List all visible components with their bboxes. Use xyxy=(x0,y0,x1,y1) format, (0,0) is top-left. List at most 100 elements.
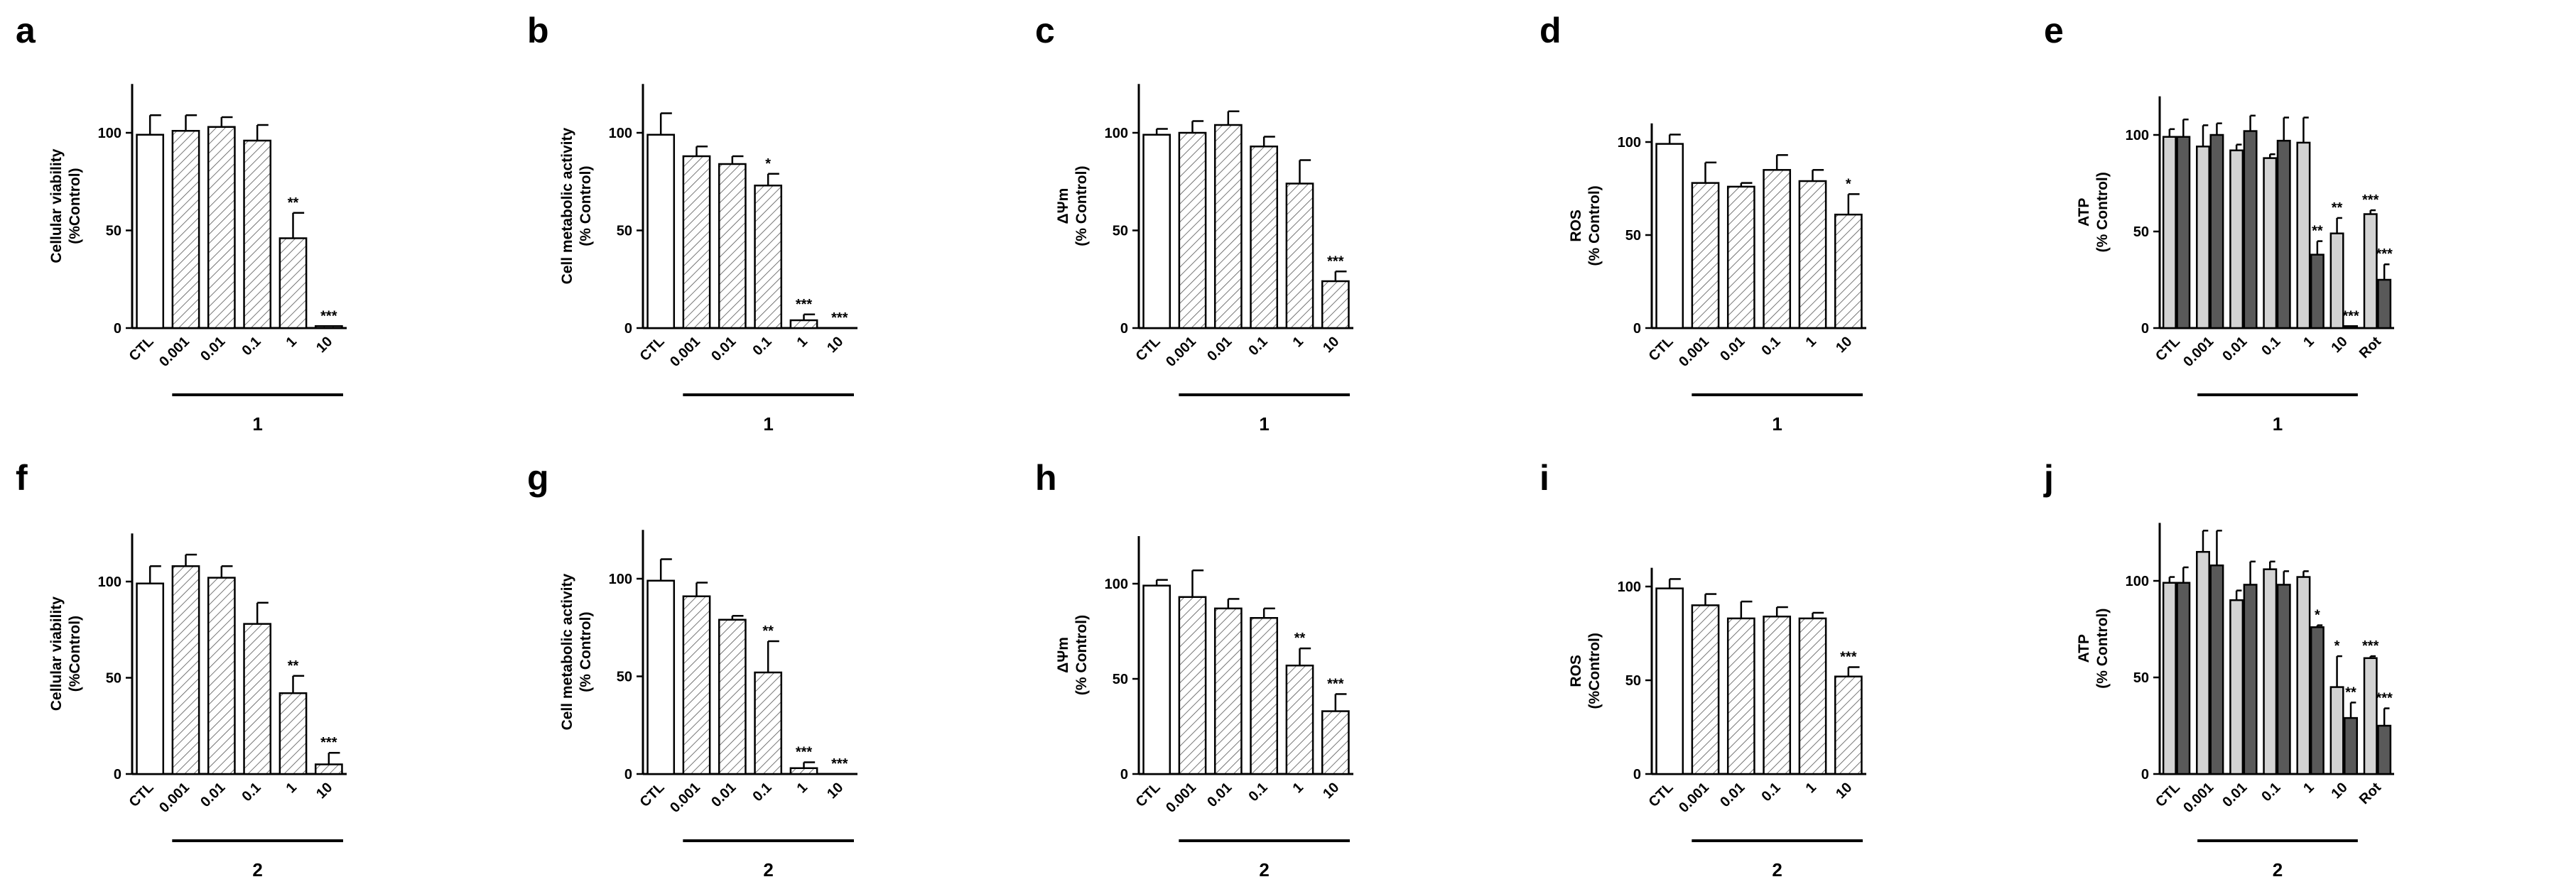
y-tick-label-g-100: 100 xyxy=(609,572,632,587)
bar-e-dark-1 xyxy=(2209,133,2224,329)
x-tick-label-a-0: CTL xyxy=(126,334,157,364)
bar-b-4-significance: *** xyxy=(796,297,813,312)
x-tick-label-g-3: 0.1 xyxy=(749,780,774,805)
bar-j-light-3 xyxy=(2263,568,2278,775)
compound-label-b: 1 xyxy=(763,413,773,435)
bar-g-5-significance: *** xyxy=(831,756,848,772)
x-tick-label-b-2: 0.01 xyxy=(708,334,739,364)
panel-letter-j: j xyxy=(2043,458,2054,498)
x-tick-label-e-3: 0.1 xyxy=(2258,334,2283,359)
x-tick-label-a-2: 0.01 xyxy=(197,334,228,364)
y-tick-label-h-0: 0 xyxy=(1120,767,1128,783)
x-tick-label-g-0: CTL xyxy=(637,780,668,810)
bar-e-light-2 xyxy=(2229,149,2244,329)
bar-b-4 xyxy=(789,319,818,329)
x-tick-label-g-4: 1 xyxy=(794,780,811,796)
x-tick-label-c-3: 0.1 xyxy=(1245,334,1270,359)
bar-i-4 xyxy=(1798,617,1827,775)
x-tick-label-c-4: 1 xyxy=(1290,334,1306,350)
bar-b-1 xyxy=(682,155,711,329)
bar-i-2 xyxy=(1726,617,1755,775)
panel-letter-c: c xyxy=(1035,11,1055,50)
bar-g-2 xyxy=(718,618,747,775)
x-tick-label-d-1: 0.001 xyxy=(1676,334,1712,370)
bar-j-dark-0 xyxy=(2176,582,2191,775)
panel-letter-g: g xyxy=(527,458,549,498)
y-tick-label-j-100: 100 xyxy=(2126,574,2149,589)
x-tick-label-g-5: 10 xyxy=(824,780,846,802)
bar-e-light-1 xyxy=(2196,146,2210,329)
x-tick-label-e-0: CTL xyxy=(2153,334,2183,364)
bar-h-4-significance: ** xyxy=(1294,631,1306,646)
bar-c-1 xyxy=(1178,131,1207,329)
bar-e-dark-4 xyxy=(2310,254,2325,329)
bar-j-dark-6-significance: *** xyxy=(2376,691,2393,707)
x-tick-label-b-5: 10 xyxy=(824,334,846,356)
bar-f-4 xyxy=(278,692,308,775)
x-tick-label-j-1: 0.001 xyxy=(2180,780,2217,816)
y-axis-label-d-1: (% Control) xyxy=(1586,185,1603,266)
x-tick-label-f-2: 0.01 xyxy=(197,780,228,810)
compound-label-g: 2 xyxy=(763,859,773,881)
compound-label-e: 1 xyxy=(2273,413,2283,435)
bar-e-light-5-significance: ** xyxy=(2332,200,2343,216)
bar-f-1 xyxy=(171,565,200,775)
bar-g-4-significance: *** xyxy=(796,745,813,761)
bar-j-light-5-significance: * xyxy=(2334,638,2340,654)
x-tick-label-j-2: 0.01 xyxy=(2219,780,2250,810)
y-axis-label-i-0: ROS xyxy=(1568,655,1584,687)
x-tick-label-g-2: 0.01 xyxy=(708,780,739,810)
x-tick-label-f-5: 10 xyxy=(313,780,335,802)
bar-j-dark-5 xyxy=(2344,716,2358,775)
bar-d-5 xyxy=(1834,213,1863,329)
bar-c-2 xyxy=(1213,124,1243,329)
x-tick-label-d-4: 1 xyxy=(1803,334,1819,350)
y-axis-label-f-0: Cellular viability xyxy=(48,596,65,711)
bar-e-light-6-significance: *** xyxy=(2362,192,2379,208)
y-axis-label-h-1: (% Control) xyxy=(1073,615,1090,695)
bar-c-5 xyxy=(1321,280,1350,329)
bar-j-dark-3 xyxy=(2276,584,2291,775)
bar-a-0 xyxy=(136,133,165,329)
x-tick-label-c-0: CTL xyxy=(1133,334,1164,364)
bar-a-2 xyxy=(207,126,236,329)
bar-b-3 xyxy=(754,185,783,329)
x-tick-label-i-1: 0.001 xyxy=(1676,780,1712,816)
x-tick-label-i-4: 1 xyxy=(1803,780,1819,796)
y-tick-label-i-50: 50 xyxy=(1625,673,1641,689)
bar-a-4-significance: ** xyxy=(288,195,299,211)
x-tick-label-b-3: 0.1 xyxy=(749,334,774,359)
x-tick-label-j-4: 1 xyxy=(2300,780,2317,796)
bar-e-light-6 xyxy=(2363,213,2378,329)
y-axis-label-j-0: ATP xyxy=(2076,634,2092,663)
y-tick-label-d-0: 0 xyxy=(1633,321,1641,337)
bar-c-0 xyxy=(1142,133,1171,329)
x-tick-label-i-0: CTL xyxy=(1646,780,1677,810)
bar-h-1 xyxy=(1178,596,1207,775)
bar-h-0 xyxy=(1142,584,1171,775)
x-tick-label-c-2: 0.01 xyxy=(1204,334,1235,364)
bar-d-2 xyxy=(1726,185,1755,329)
y-tick-label-c-100: 100 xyxy=(1105,126,1128,141)
bar-b-0 xyxy=(646,133,676,329)
bar-i-5 xyxy=(1834,675,1863,775)
bar-e-light-5 xyxy=(2329,232,2344,329)
bar-h-3 xyxy=(1250,616,1279,775)
y-tick-label-d-100: 100 xyxy=(1618,135,1641,151)
y-axis-label-c-1: (% Control) xyxy=(1073,166,1090,246)
x-tick-label-j-6: Rot xyxy=(2356,780,2384,807)
bar-j-dark-4-significance: * xyxy=(2315,608,2320,623)
y-tick-label-a-50: 50 xyxy=(106,224,121,239)
bar-g-1 xyxy=(682,595,711,775)
y-tick-label-a-0: 0 xyxy=(114,321,121,337)
x-tick-label-a-1: 0.001 xyxy=(156,334,193,370)
y-tick-label-b-0: 0 xyxy=(624,321,632,337)
panel-letter-h: h xyxy=(1035,458,1057,498)
bar-j-light-0 xyxy=(2162,582,2177,775)
y-tick-label-j-50: 50 xyxy=(2133,670,2149,686)
